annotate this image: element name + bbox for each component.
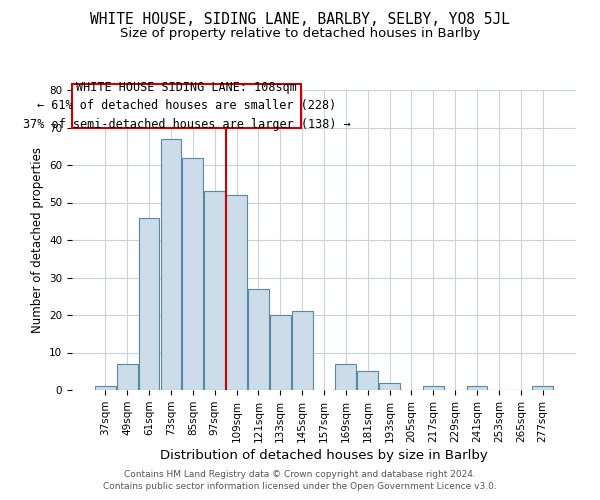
Bar: [248, 289, 269, 390]
Bar: [270, 315, 290, 390]
Text: Size of property relative to detached houses in Barlby: Size of property relative to detached ho…: [120, 28, 480, 40]
Text: WHITE HOUSE, SIDING LANE, BARLBY, SELBY, YO8 5JL: WHITE HOUSE, SIDING LANE, BARLBY, SELBY,…: [90, 12, 510, 28]
Bar: [358, 371, 378, 390]
Text: Contains HM Land Registry data © Crown copyright and database right 2024.: Contains HM Land Registry data © Crown c…: [124, 470, 476, 479]
Bar: [292, 311, 313, 390]
Bar: [467, 386, 487, 390]
Bar: [204, 191, 225, 390]
Bar: [226, 195, 247, 390]
Bar: [117, 364, 137, 390]
Y-axis label: Number of detached properties: Number of detached properties: [31, 147, 44, 333]
Bar: [139, 218, 160, 390]
Bar: [161, 138, 181, 390]
X-axis label: Distribution of detached houses by size in Barlby: Distribution of detached houses by size …: [160, 449, 488, 462]
Bar: [335, 364, 356, 390]
Bar: [379, 382, 400, 390]
Bar: [423, 386, 444, 390]
Bar: [182, 158, 203, 390]
Text: Contains public sector information licensed under the Open Government Licence v3: Contains public sector information licen…: [103, 482, 497, 491]
Bar: [532, 386, 553, 390]
Text: WHITE HOUSE SIDING LANE: 108sqm
← 61% of detached houses are smaller (228)
37% o: WHITE HOUSE SIDING LANE: 108sqm ← 61% of…: [23, 80, 350, 130]
Bar: [95, 386, 116, 390]
